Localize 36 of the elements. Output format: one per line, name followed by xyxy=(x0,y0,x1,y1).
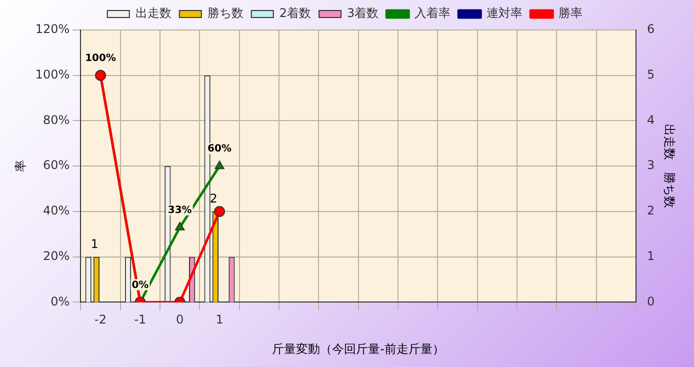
data-label: 0% xyxy=(132,280,149,291)
legend-label: 入着率 xyxy=(414,6,451,20)
y2-tick-label: 0 xyxy=(646,294,655,308)
x-tick-label: 1 xyxy=(216,312,224,327)
y-tick-label: 0% xyxy=(50,294,70,308)
y2-tick-label: 5 xyxy=(646,67,655,82)
point xyxy=(214,206,226,217)
legend-label: 2着数 xyxy=(279,6,312,20)
y-axis-title: 率 xyxy=(13,160,28,172)
data-label: 60% xyxy=(208,144,232,155)
x-tick-label: -1 xyxy=(134,312,146,327)
legend-label: 勝率 xyxy=(558,6,583,20)
y2-tick-label: 3 xyxy=(646,158,655,172)
data-label: 2 xyxy=(210,192,218,206)
x-axis-title: 斤量変動（今回斤量-前走斤量） xyxy=(272,342,445,356)
legend-label: 3着数 xyxy=(347,6,379,20)
data-label: 33% xyxy=(168,204,192,216)
x-tick-label: -2 xyxy=(94,312,107,327)
y2-tick-label: 2 xyxy=(646,204,655,218)
legend-label: 連対率 xyxy=(486,6,523,20)
y2-tick-label: 1 xyxy=(646,248,655,263)
data-label: 1 xyxy=(90,236,98,251)
y2-tick-label: 6 xyxy=(646,22,655,36)
y2-axis-title: 出走数 勝ち数 xyxy=(662,124,677,208)
y-tick-label: 60% xyxy=(43,158,70,172)
legend-label: 勝ち数 xyxy=(207,6,244,20)
x-tick-label: 0 xyxy=(176,312,184,327)
y-tick-label: 20% xyxy=(43,248,70,263)
data-label: 100% xyxy=(85,52,116,64)
y-tick-label: 100% xyxy=(35,67,70,82)
legend-label: 出走数 xyxy=(135,6,172,20)
y-tick-label: 40% xyxy=(43,204,70,218)
y2-tick-label: 4 xyxy=(646,112,655,127)
y-tick-label: 120% xyxy=(35,22,70,36)
point xyxy=(95,70,106,81)
y-tick-label: 80% xyxy=(43,112,70,127)
